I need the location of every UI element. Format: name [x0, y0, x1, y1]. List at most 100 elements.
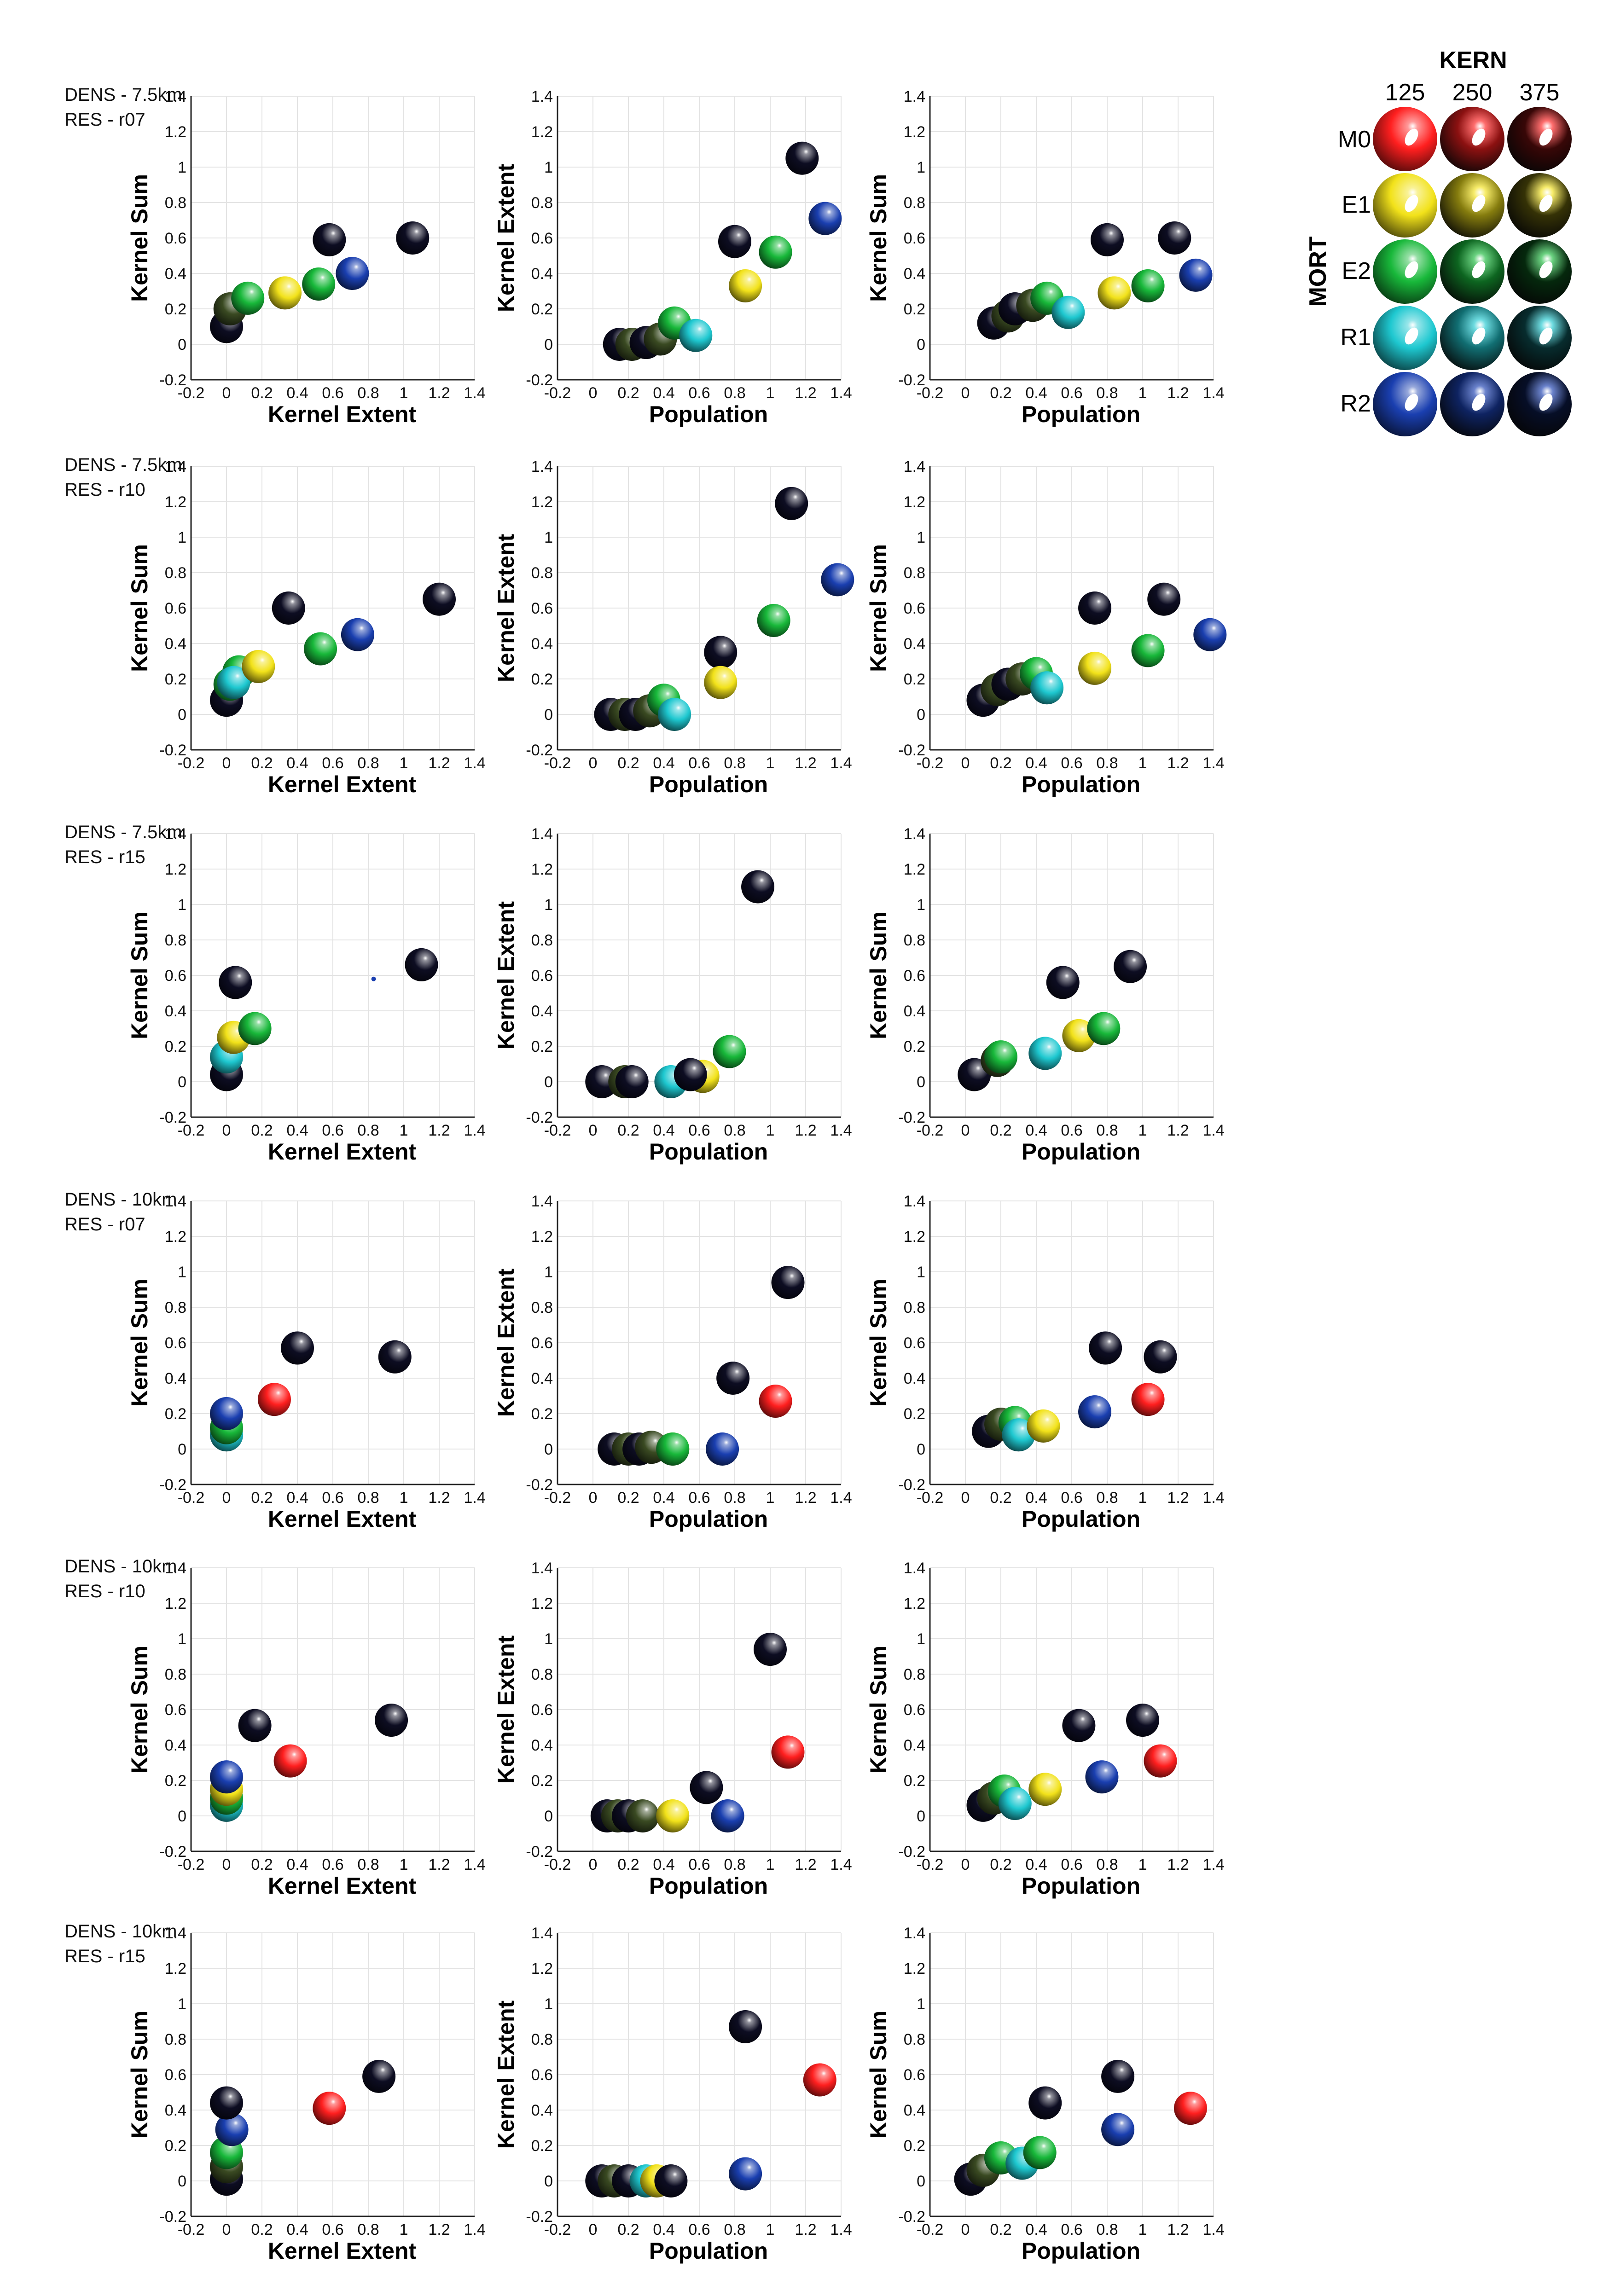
y-tick-label: -0.2 [159, 2208, 186, 2226]
y-tick-label: 0 [178, 1441, 186, 1458]
x-tick-label: 0.8 [1096, 1489, 1118, 1507]
y-tick-label: 0 [917, 706, 925, 724]
x-tick-label: 0.2 [990, 2221, 1011, 2238]
data-point [1062, 1709, 1096, 1742]
y-tick-label: 1 [178, 896, 186, 914]
y-tick-label: 0.4 [904, 265, 925, 283]
y-tick-label: 0.4 [531, 1737, 553, 1754]
y-tick-label: 0.2 [904, 2137, 925, 2155]
y-tick-label: 0.8 [165, 194, 186, 212]
y-tick-label: -0.2 [898, 2208, 925, 2226]
y-tick-label: 0.8 [165, 1299, 186, 1316]
x-tick-label: 0.2 [990, 384, 1011, 402]
x-tick-label: 1 [766, 1122, 775, 1139]
x-tick-label: 0.8 [357, 754, 379, 772]
x-axis-label: Population [1022, 1506, 1140, 1532]
y-tick-label: 0.4 [531, 2102, 553, 2119]
legend-row-r2: R2 [1341, 390, 1371, 417]
x-tick-label: 0.2 [990, 1489, 1011, 1507]
y-tick-label: 0.4 [904, 2102, 925, 2119]
data-point [281, 1331, 314, 1365]
x-tick-label: 0 [961, 1122, 970, 1139]
x-tick-label: 0.8 [1096, 1122, 1118, 1139]
y-tick-label: 1.4 [904, 825, 925, 843]
y-tick-label: -0.2 [159, 1109, 186, 1126]
y-tick-label: 0.6 [165, 1701, 186, 1719]
y-tick-label: 0.4 [165, 1003, 186, 1020]
y-tick-label: 0.6 [165, 2066, 186, 2084]
x-tick-label: -0.2 [544, 1856, 571, 1873]
y-tick-label: 0.4 [904, 1370, 925, 1387]
x-tick-label: 1.4 [830, 2221, 852, 2238]
x-tick-label: 0.4 [286, 2221, 308, 2238]
legend-row-r1: R1 [1341, 324, 1371, 351]
x-tick-label: 0.2 [617, 384, 639, 402]
data-point [741, 870, 775, 904]
row-label: DENS - 7.5km [64, 455, 182, 475]
x-tick-label: 0.2 [251, 384, 273, 402]
y-tick-label: 1 [178, 1995, 186, 2013]
data-point [217, 666, 250, 699]
y-tick-label: 0.8 [531, 2031, 553, 2048]
x-tick-label: -0.2 [917, 1489, 944, 1507]
data-point [304, 632, 337, 666]
x-tick-label: 0.4 [653, 384, 674, 402]
x-axis-label: Population [1022, 401, 1140, 427]
y-tick-label: 1.4 [531, 1193, 553, 1210]
y-tick-label: 0.8 [904, 2031, 925, 2048]
data-point [679, 319, 713, 352]
y-tick-label: -0.2 [159, 371, 186, 389]
y-tick-label: 0 [178, 1808, 186, 1825]
x-tick-label: 1 [1138, 1122, 1147, 1139]
legend-row-e2: E2 [1342, 258, 1371, 284]
y-axis-label: Kernel Sum [865, 1646, 891, 1774]
x-tick-label: 1 [400, 754, 408, 772]
x-tick-label: 1 [1138, 1489, 1147, 1507]
x-tick-label: 0.4 [653, 754, 674, 772]
y-tick-label: 1.4 [531, 458, 553, 475]
row-label: DENS - 10km [64, 1189, 177, 1210]
x-tick-label: 0 [222, 1856, 231, 1873]
data-point [1173, 2092, 1207, 2125]
x-tick-label: 0.8 [724, 384, 745, 402]
data-point [378, 1340, 412, 1374]
panel-r2-c2: -0.2 0 0.2 0.4 0.6 0.8 1 1.2 1.4 -0.2 0 0.2 0.4 0.6 0.… [865, 825, 1225, 1165]
row-label: RES - r10 [64, 1581, 145, 1601]
y-tick-label: 0.2 [531, 1772, 553, 1790]
data-point [1114, 950, 1147, 983]
data-point [1087, 1012, 1121, 1045]
y-tick-label: 0.4 [904, 635, 925, 653]
y-tick-label: 1.2 [531, 123, 553, 141]
y-tick-label: 1 [544, 529, 553, 546]
x-tick-label: 1 [1138, 2221, 1147, 2238]
y-tick-label: 1 [178, 529, 186, 546]
x-tick-label: 1.2 [795, 1856, 816, 1873]
x-tick-label: 0.8 [357, 1122, 379, 1139]
data-point [362, 2059, 396, 2093]
y-tick-label: 0.2 [165, 1772, 186, 1790]
data-point [268, 276, 302, 310]
data-point [771, 1735, 805, 1769]
x-tick-label: 0.2 [990, 1122, 1011, 1139]
y-tick-label: -0.2 [526, 1843, 553, 1861]
y-tick-label: 0 [178, 706, 186, 724]
data-point [1028, 1037, 1062, 1070]
y-tick-label: 0.6 [531, 967, 553, 985]
y-axis-label: Kernel Sum [865, 544, 891, 672]
x-tick-label: 1 [1138, 384, 1147, 402]
x-axis-label: Population [1022, 1139, 1140, 1165]
x-tick-label: 0 [961, 754, 970, 772]
x-tick-label: 0.4 [1025, 2221, 1047, 2238]
y-axis-label: Kernel Sum [127, 544, 152, 672]
y-tick-label: 0.8 [165, 932, 186, 949]
y-tick-label: 1 [178, 1630, 186, 1648]
y-tick-label: 0.4 [904, 1737, 925, 1754]
y-tick-label: 0.6 [904, 230, 925, 247]
y-axis-label: Kernel Sum [127, 1646, 152, 1774]
x-tick-label: 0.4 [1025, 754, 1047, 772]
x-tick-label: 0.6 [322, 1856, 343, 1873]
legend-ball-highlight [1539, 195, 1553, 212]
x-tick-label: 0.6 [1061, 1122, 1082, 1139]
y-tick-label: 0.6 [904, 1701, 925, 1719]
x-tick-label: 1.2 [795, 754, 816, 772]
